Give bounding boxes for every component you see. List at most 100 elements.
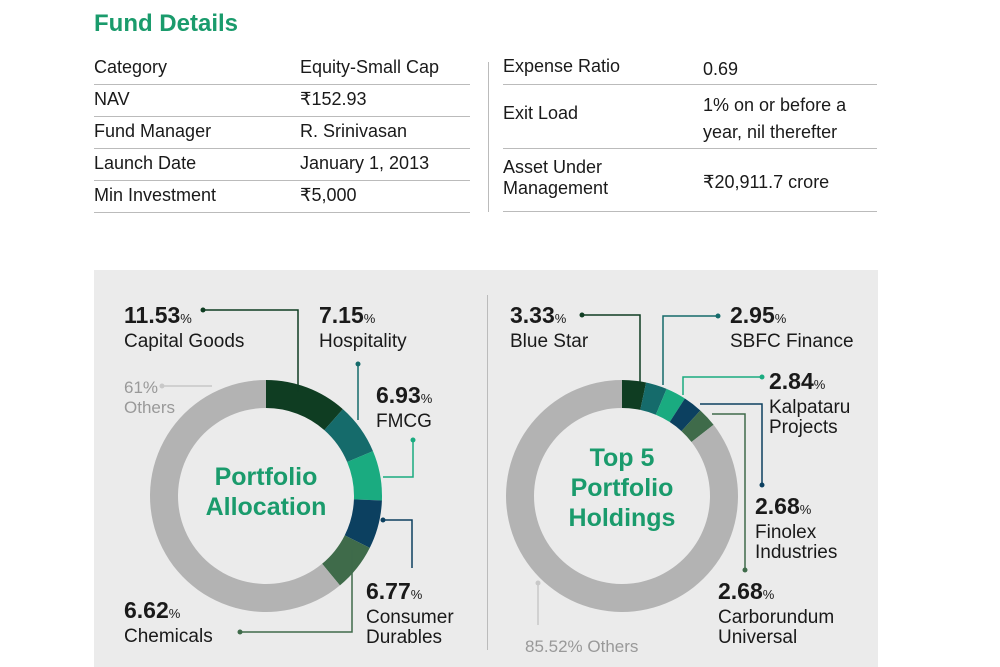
unit: % [567, 637, 583, 656]
value-label: 2.68 [755, 493, 800, 519]
value-label: 2.68 [718, 578, 763, 604]
leader-dot [355, 361, 361, 367]
row-label: Fund Manager [94, 121, 212, 141]
donut-segment [150, 380, 340, 612]
label-value: 7.15% [319, 302, 499, 332]
donut-segment [324, 409, 373, 462]
row-label: Category [94, 57, 168, 77]
value-label: 6.62 [124, 597, 169, 623]
leader-line [383, 440, 414, 478]
category-label: SBFC Finance [730, 331, 854, 352]
row-value: ₹20,911.7 crore [703, 172, 830, 192]
row-value: Equity-Small Cap [300, 57, 440, 77]
label-value: 61% [124, 378, 194, 398]
row-rule [94, 212, 470, 213]
data-label: 2.84% Kalpataru Projects [769, 368, 879, 438]
row-value: ₹152.93 [300, 89, 367, 109]
row-rule [94, 84, 470, 85]
leader-dot [759, 374, 765, 380]
row-label: Asset Under Management [503, 157, 609, 198]
row-label: Launch Date [94, 153, 197, 173]
value-label: 7.15 [319, 302, 364, 328]
leader-dot [380, 517, 386, 523]
category-label: Chemicals [124, 626, 213, 647]
leader-line [383, 519, 413, 568]
value-label: 6.93 [376, 382, 421, 408]
row-value: ₹5,000 [300, 185, 357, 205]
row-value: 0.69 [703, 59, 739, 79]
leader-dot [742, 567, 748, 573]
row-value: January 1, 2013 [300, 153, 430, 173]
leader-dot [579, 312, 585, 318]
donut-segment [640, 382, 667, 415]
label-value: 6.62% [124, 597, 304, 627]
label-value: 2.68% [755, 493, 865, 523]
donut-segment [669, 398, 701, 432]
data-label: 3.33% Blue Star [510, 302, 690, 352]
row-rule [94, 180, 470, 181]
row-rule [94, 116, 470, 117]
donut-segment [681, 410, 714, 442]
row-label: Expense Ratio [503, 56, 621, 76]
label-value: 2.95% [730, 302, 910, 332]
data-label: 6.62% Chemicals [124, 597, 304, 647]
label-value: 85.52% [525, 637, 587, 656]
value-label: 2.95 [730, 302, 775, 328]
label-value: 2.84% [769, 368, 879, 398]
data-label: 61% Others [124, 378, 194, 418]
leader-dot [535, 580, 541, 586]
value-label: 61 [124, 378, 143, 397]
donut-segment [622, 380, 647, 410]
category-label: Others [124, 398, 176, 417]
label-value: 11.53% [124, 302, 304, 332]
leader-line [240, 550, 353, 633]
leader-dot [715, 313, 721, 319]
row-label: Exit Load [503, 103, 579, 123]
data-label: 2.68% Carborundum Universal [718, 578, 868, 648]
unit: % [799, 502, 812, 517]
row-label: NAV [94, 89, 130, 109]
value-label: 6.77 [366, 578, 411, 604]
category-label: Others [587, 637, 639, 656]
category-label: Capital Goods [124, 331, 245, 352]
unit: % [762, 587, 775, 602]
row-rule [503, 84, 877, 85]
unit: % [410, 587, 423, 602]
unit: % [774, 311, 787, 326]
leader-dot [159, 383, 165, 389]
unit: % [420, 391, 433, 406]
value-label: 11.53 [124, 302, 181, 328]
leader-line [700, 403, 763, 485]
label-value: 6.77% [366, 578, 476, 608]
data-label: 2.68% Finolex Industries [755, 493, 865, 563]
donut-segment [347, 451, 382, 501]
category-label: Finolex Industries [755, 522, 838, 563]
leader-line [712, 413, 746, 570]
row-value: 1% on or before a year, nil therefter [703, 95, 847, 142]
leader-dot [200, 307, 206, 313]
donut-segment [322, 535, 370, 586]
value-label: 85.52 [525, 637, 568, 656]
data-label: 6.93% FMCG [376, 382, 466, 432]
donut-segment [655, 388, 685, 423]
unit: % [168, 606, 181, 621]
donut-segment [266, 379, 343, 431]
donut-segment [344, 499, 382, 548]
label-value: 2.68% [718, 578, 868, 608]
unit: % [142, 378, 159, 397]
row-rule [503, 211, 877, 212]
donut-center-title: Portfolio Allocation [205, 463, 327, 521]
row-rule [94, 148, 470, 149]
data-label: 7.15% Hospitality [319, 302, 499, 352]
leader-line [203, 309, 299, 392]
divider [488, 62, 489, 212]
category-label: FMCG [376, 411, 432, 432]
category-label: Consumer Durables [366, 607, 454, 648]
leader-line [662, 315, 718, 385]
leader-dot [759, 482, 765, 488]
category-label: Hospitality [319, 331, 407, 352]
category-label: Kalpataru Projects [769, 397, 851, 438]
data-label: 85.52% Others [525, 637, 725, 657]
